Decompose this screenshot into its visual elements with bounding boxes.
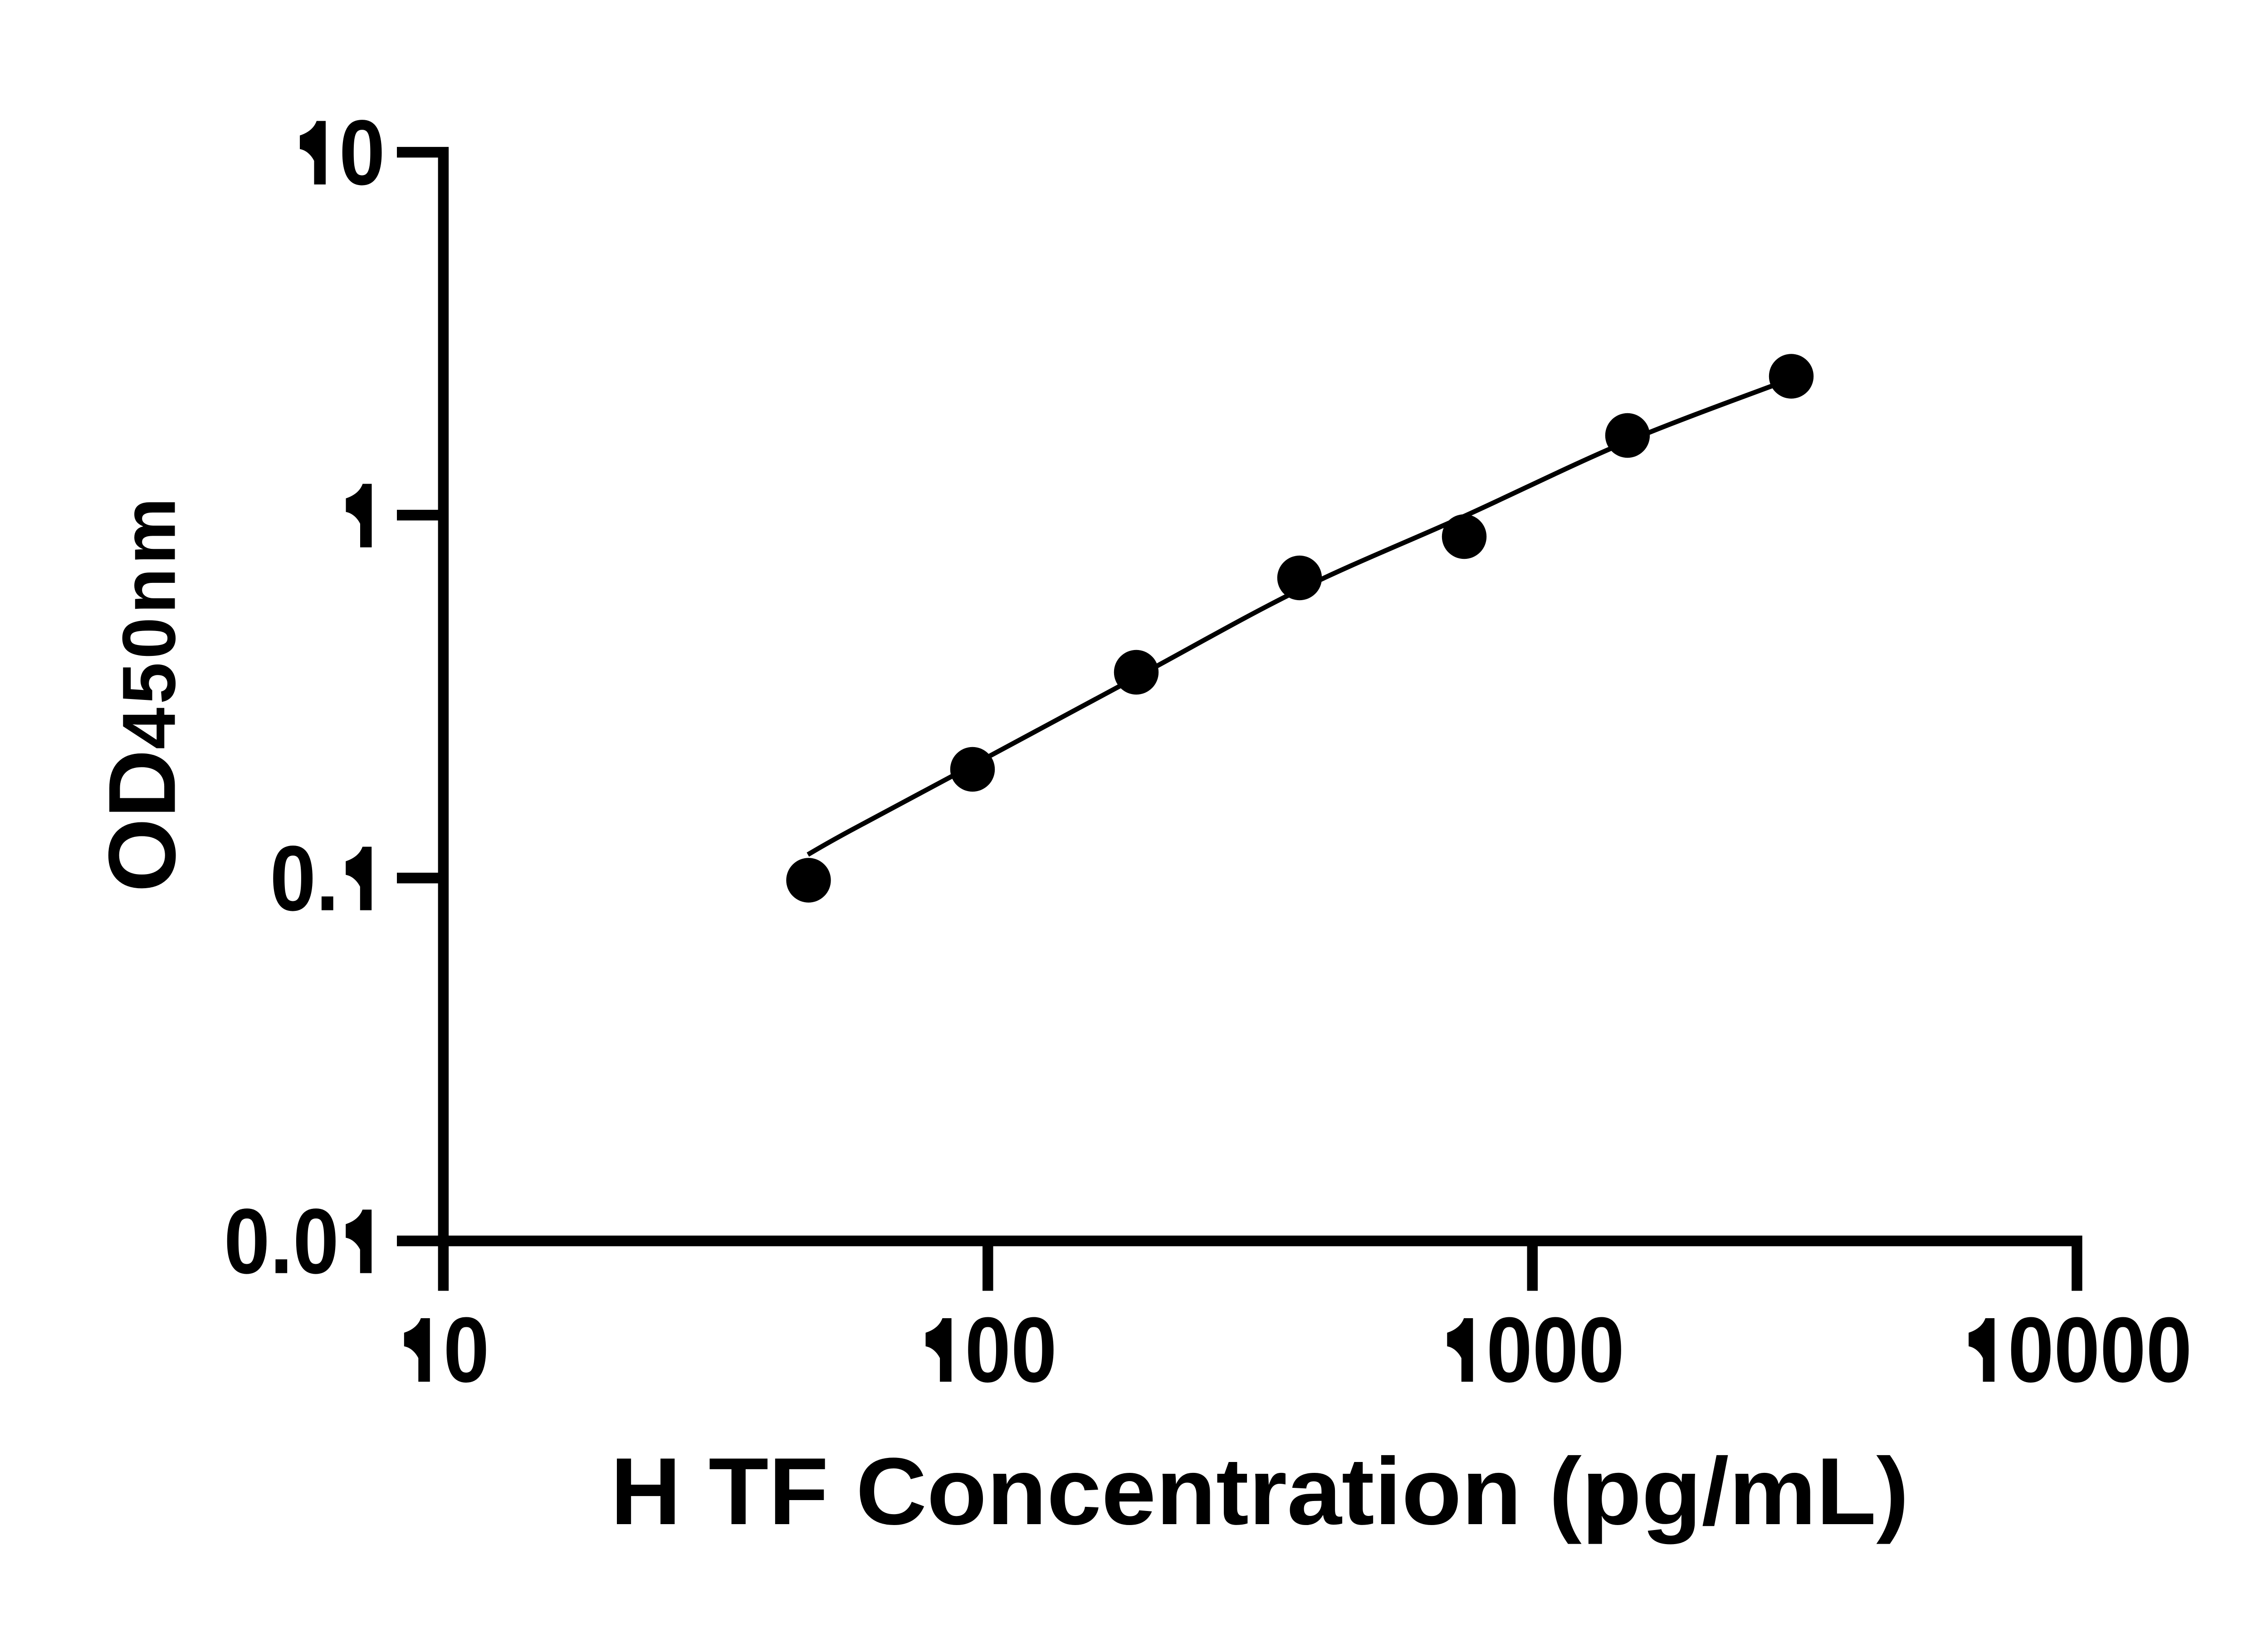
svg-text:0000: 0000 [2008,1298,2192,1402]
svg-text:0.0: 0.0 [224,1190,339,1293]
svg-text:0: 0 [339,101,386,205]
svg-text:0: 0 [443,1298,489,1402]
svg-text:450nm: 450nm [108,498,191,749]
svg-text:000: 000 [1486,1298,1625,1402]
svg-text:H TF Concentration (pg/mL): H TF Concentration (pg/mL) [611,1438,1909,1545]
svg-text:0.: 0. [270,827,339,930]
svg-text:OD: OD [89,749,196,892]
svg-text:00: 00 [965,1298,1057,1402]
